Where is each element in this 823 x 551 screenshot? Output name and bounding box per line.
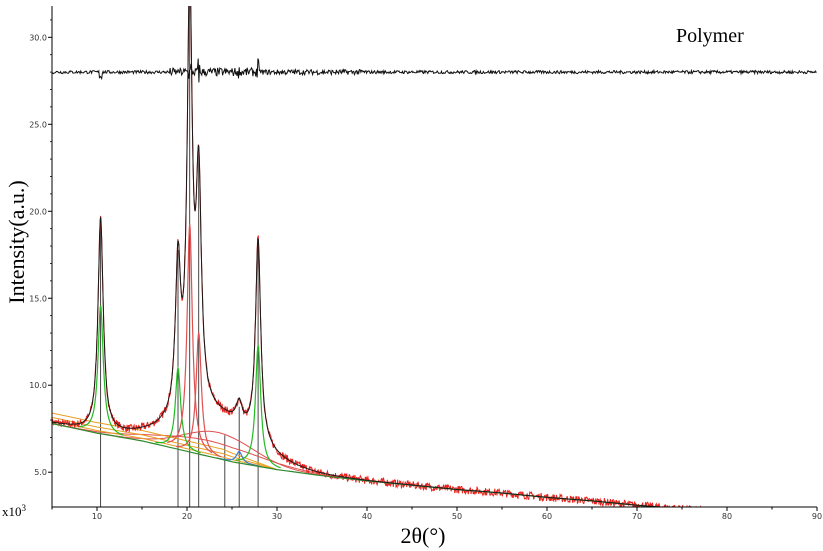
x-tick-label: 90 xyxy=(812,512,822,521)
plot-area xyxy=(52,6,817,507)
x-tick-label: 10 xyxy=(92,512,102,521)
fitted-curve-line xyxy=(52,6,668,507)
component-peak-curve xyxy=(176,332,222,458)
y-tick-label: 10.0 xyxy=(29,381,47,390)
x-tick-label: 20 xyxy=(182,512,192,521)
x-tick-label: 70 xyxy=(632,512,642,521)
component-peak-curve xyxy=(167,224,213,454)
y-tick-label: 5.0 xyxy=(34,468,47,477)
y-multiplier-exponent: 3 xyxy=(22,503,27,513)
y-tick-label: 25.0 xyxy=(29,120,47,129)
axes: 10 20 30 40 50 60 70 80 90 5.0 10.0 15.0 20.0 25.0 30.… xyxy=(29,6,822,521)
component-peak-curve xyxy=(235,345,281,469)
x-tick-label: 60 xyxy=(542,512,552,521)
legend-label: Polymer xyxy=(676,25,744,47)
x-tick-label: 50 xyxy=(452,512,462,521)
x-tick-label: 40 xyxy=(362,512,372,521)
y-tick-label: 20.0 xyxy=(29,207,47,216)
x-tick-label: 30 xyxy=(272,512,282,521)
y-axis-title: Intensity(a.u.) xyxy=(4,180,29,303)
component-peak-curve xyxy=(155,365,201,454)
component-peak-curve xyxy=(78,305,124,436)
x-axis-title: 2θ(°) xyxy=(401,523,446,548)
y-tick-label: 15.0 xyxy=(29,294,47,303)
y-multiplier: x103 xyxy=(2,503,27,519)
amorphous-hump-curve xyxy=(52,422,368,482)
y-tick-label: 30.0 xyxy=(29,33,47,42)
amorphous-orange-curve xyxy=(52,420,278,471)
x-tick-label: 80 xyxy=(722,512,732,521)
y-multiplier-base: x10 xyxy=(2,504,22,519)
difference-trace-line xyxy=(52,58,817,83)
amorphous-orange-curve xyxy=(52,416,278,471)
